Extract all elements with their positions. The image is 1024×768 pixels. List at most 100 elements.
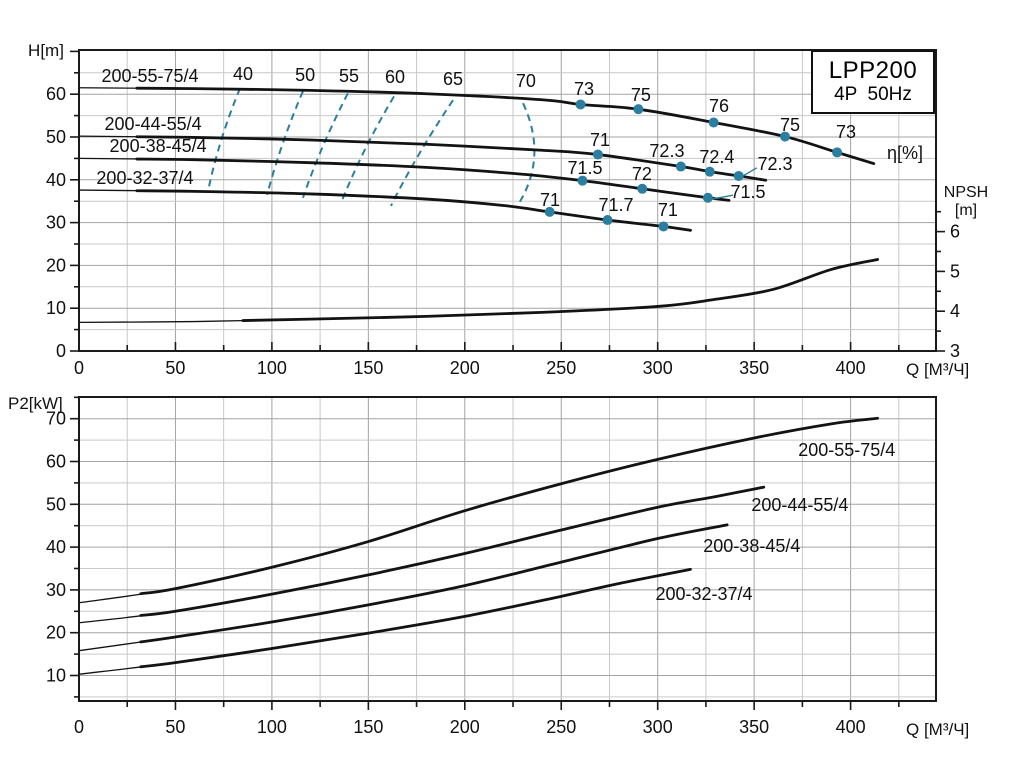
y-tick-label: 40 (46, 170, 66, 190)
npsh-axis-unit: [m] (955, 202, 977, 219)
label-leader-line (711, 194, 734, 200)
x-tick-label: 400 (836, 358, 866, 378)
efficiency-point (780, 131, 791, 142)
x-tick-label: 300 (643, 358, 673, 378)
efficiency-point (602, 215, 613, 226)
y-tick-label: 10 (46, 666, 66, 686)
npsh-tick-label: 6 (950, 222, 960, 242)
curve-label: 200-55-75/4 (101, 66, 198, 86)
efficiency-contour-line (340, 95, 395, 202)
power-curve-thin (78, 568, 692, 675)
x-tick-label: 350 (739, 717, 769, 737)
efficiency-contour-line (302, 92, 349, 199)
eta-axis-label: η[%] (887, 143, 923, 163)
efficiency-point-value: 71.5 (567, 158, 602, 178)
x-tick-label: 150 (353, 358, 383, 378)
efficiency-point-value: 75 (631, 85, 651, 105)
efficiency-point (577, 175, 588, 186)
x-tick-label: 200 (450, 358, 480, 378)
y-tick-label: 50 (46, 494, 66, 514)
efficiency-point-value: 72.4 (699, 147, 734, 167)
efficiency-point-value: 73 (836, 122, 856, 142)
x-tick-label: 0 (74, 717, 84, 737)
efficiency-point-value: 72.3 (649, 141, 684, 161)
head-axis-title: H[m] (28, 41, 64, 60)
efficiency-point (658, 221, 669, 232)
pump-model-title: LPP200 (828, 57, 918, 85)
efficiency-point (708, 117, 719, 128)
efficiency-point (702, 192, 713, 203)
pump-speed-subtitle: 4P 50Hz (834, 83, 912, 105)
x-tick-label: 50 (165, 358, 185, 378)
power-curve (139, 567, 692, 669)
x-tick-label: 250 (546, 717, 576, 737)
npsh-tick-label: 3 (950, 341, 960, 361)
efficiency-point (575, 99, 586, 110)
efficiency-point-value: 72 (632, 164, 652, 184)
efficiency-contour-value: 60 (385, 67, 405, 87)
efficiency-contour-value: 55 (339, 66, 359, 86)
x-tick-label: 400 (836, 717, 866, 737)
curve-label: 200-38-45/4 (703, 536, 800, 556)
power-curve (139, 523, 729, 644)
y-tick-label: 20 (46, 255, 66, 275)
npsh-axis-title: NPSH (944, 184, 988, 201)
label-leader-line (742, 167, 758, 177)
npsh-curve (241, 258, 880, 322)
x-tick-label: 150 (353, 717, 383, 737)
efficiency-point-value: 72.3 (757, 154, 792, 174)
y-tick-label: 60 (46, 84, 66, 104)
hq-curve (135, 135, 768, 182)
curve-label: 200-44-55/4 (105, 114, 202, 134)
curve-label: 200-44-55/4 (751, 495, 848, 515)
hq-curve (135, 86, 876, 165)
title-box: LPP200 4P 50Hz (811, 50, 935, 114)
efficiency-point-value: 71 (590, 130, 610, 150)
efficiency-point-value: 73 (574, 79, 594, 99)
bottom-chart-frame (78, 396, 937, 702)
x-tick-label: 200 (450, 717, 480, 737)
y-tick-label: 40 (46, 537, 66, 557)
npsh-curve-thin (78, 258, 879, 323)
efficiency-point (637, 183, 648, 194)
y-tick-label: 0 (56, 341, 66, 361)
efficiency-contour-line (390, 99, 454, 207)
npsh-tick-label: 4 (950, 301, 960, 321)
efficiency-contour-line (266, 90, 304, 196)
curve-label: 200-32-37/4 (655, 584, 752, 604)
efficiency-point (832, 147, 843, 158)
efficiency-point (675, 161, 686, 172)
y-tick-label: 30 (46, 213, 66, 233)
efficiency-contour-value: 40 (233, 64, 253, 84)
x-tick-label: 0 (74, 358, 84, 378)
efficiency-point (544, 206, 555, 217)
flow-axis-title-bottom: Q [М³/Ч] (906, 720, 969, 739)
y-tick-label: 50 (46, 127, 66, 147)
efficiency-point-value: 71 (658, 200, 678, 220)
curve-label: 200-38-45/4 (110, 136, 207, 156)
curve-label: 200-55-75/4 (798, 440, 895, 460)
y-tick-label: 10 (46, 298, 66, 318)
hq-curve (135, 189, 692, 232)
npsh-tick-label: 5 (950, 261, 960, 281)
x-tick-label: 250 (546, 358, 576, 378)
efficiency-point (704, 166, 715, 177)
efficiency-contour-line (515, 102, 536, 209)
efficiency-point-value: 71.5 (730, 182, 765, 202)
efficiency-point (592, 149, 603, 160)
x-tick-label: 350 (739, 358, 769, 378)
flow-axis-title-top: Q [М³/Ч] (906, 360, 969, 379)
curve-label: 200-32-37/4 (96, 168, 193, 188)
efficiency-point-value: 75 (780, 115, 800, 135)
efficiency-point (733, 170, 744, 181)
efficiency-point (633, 104, 644, 115)
power-curve (139, 485, 766, 617)
top-chart-frame (78, 49, 937, 352)
efficiency-point-value: 71.7 (599, 195, 634, 215)
x-tick-label: 300 (643, 717, 673, 737)
efficiency-point-value: 71 (540, 190, 560, 210)
efficiency-contour-value: 50 (295, 65, 315, 85)
power-axis-title: P2[kW] (8, 394, 63, 413)
